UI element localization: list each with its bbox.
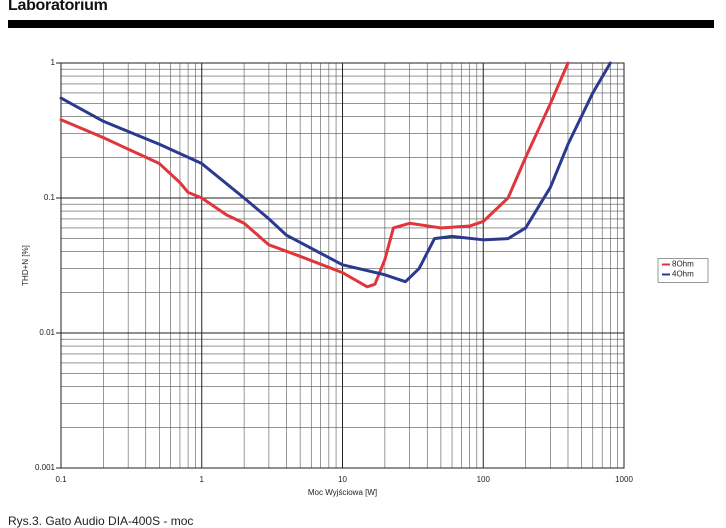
x-axis-label: Moc Wyjściowa [W] — [308, 488, 377, 497]
series-line — [59, 61, 570, 289]
legend-label: 8Ohm — [672, 260, 694, 269]
y-tick-label: 1 — [51, 58, 56, 67]
x-tick-label: 0.1 — [55, 475, 67, 484]
x-tick-label: 1000 — [615, 475, 633, 484]
plot-frame — [60, 62, 625, 469]
y-tick-label: 0.01 — [39, 328, 55, 337]
x-tick-label: 10 — [338, 475, 347, 484]
header-rule — [8, 20, 714, 28]
section-title: Laboratorium — [8, 0, 108, 14]
series-line — [59, 61, 612, 284]
x-tick-label: 1 — [200, 475, 205, 484]
caption: Rys.3. Gato Audio DIA-400S - moc — [8, 514, 194, 528]
chart: 0.1 1 10 100 1000 0.001 0.01 0.1 1 Moc Wyjściowa … — [21, 58, 709, 497]
y-tick-label: 0.001 — [35, 463, 56, 472]
legend-box — [657, 258, 709, 283]
y-axis-label: THD+N [%] — [21, 245, 30, 286]
x-tick-label: 100 — [477, 475, 491, 484]
y-tick-label: 0.1 — [44, 193, 56, 202]
legend-label: 4Ohm — [672, 270, 694, 279]
